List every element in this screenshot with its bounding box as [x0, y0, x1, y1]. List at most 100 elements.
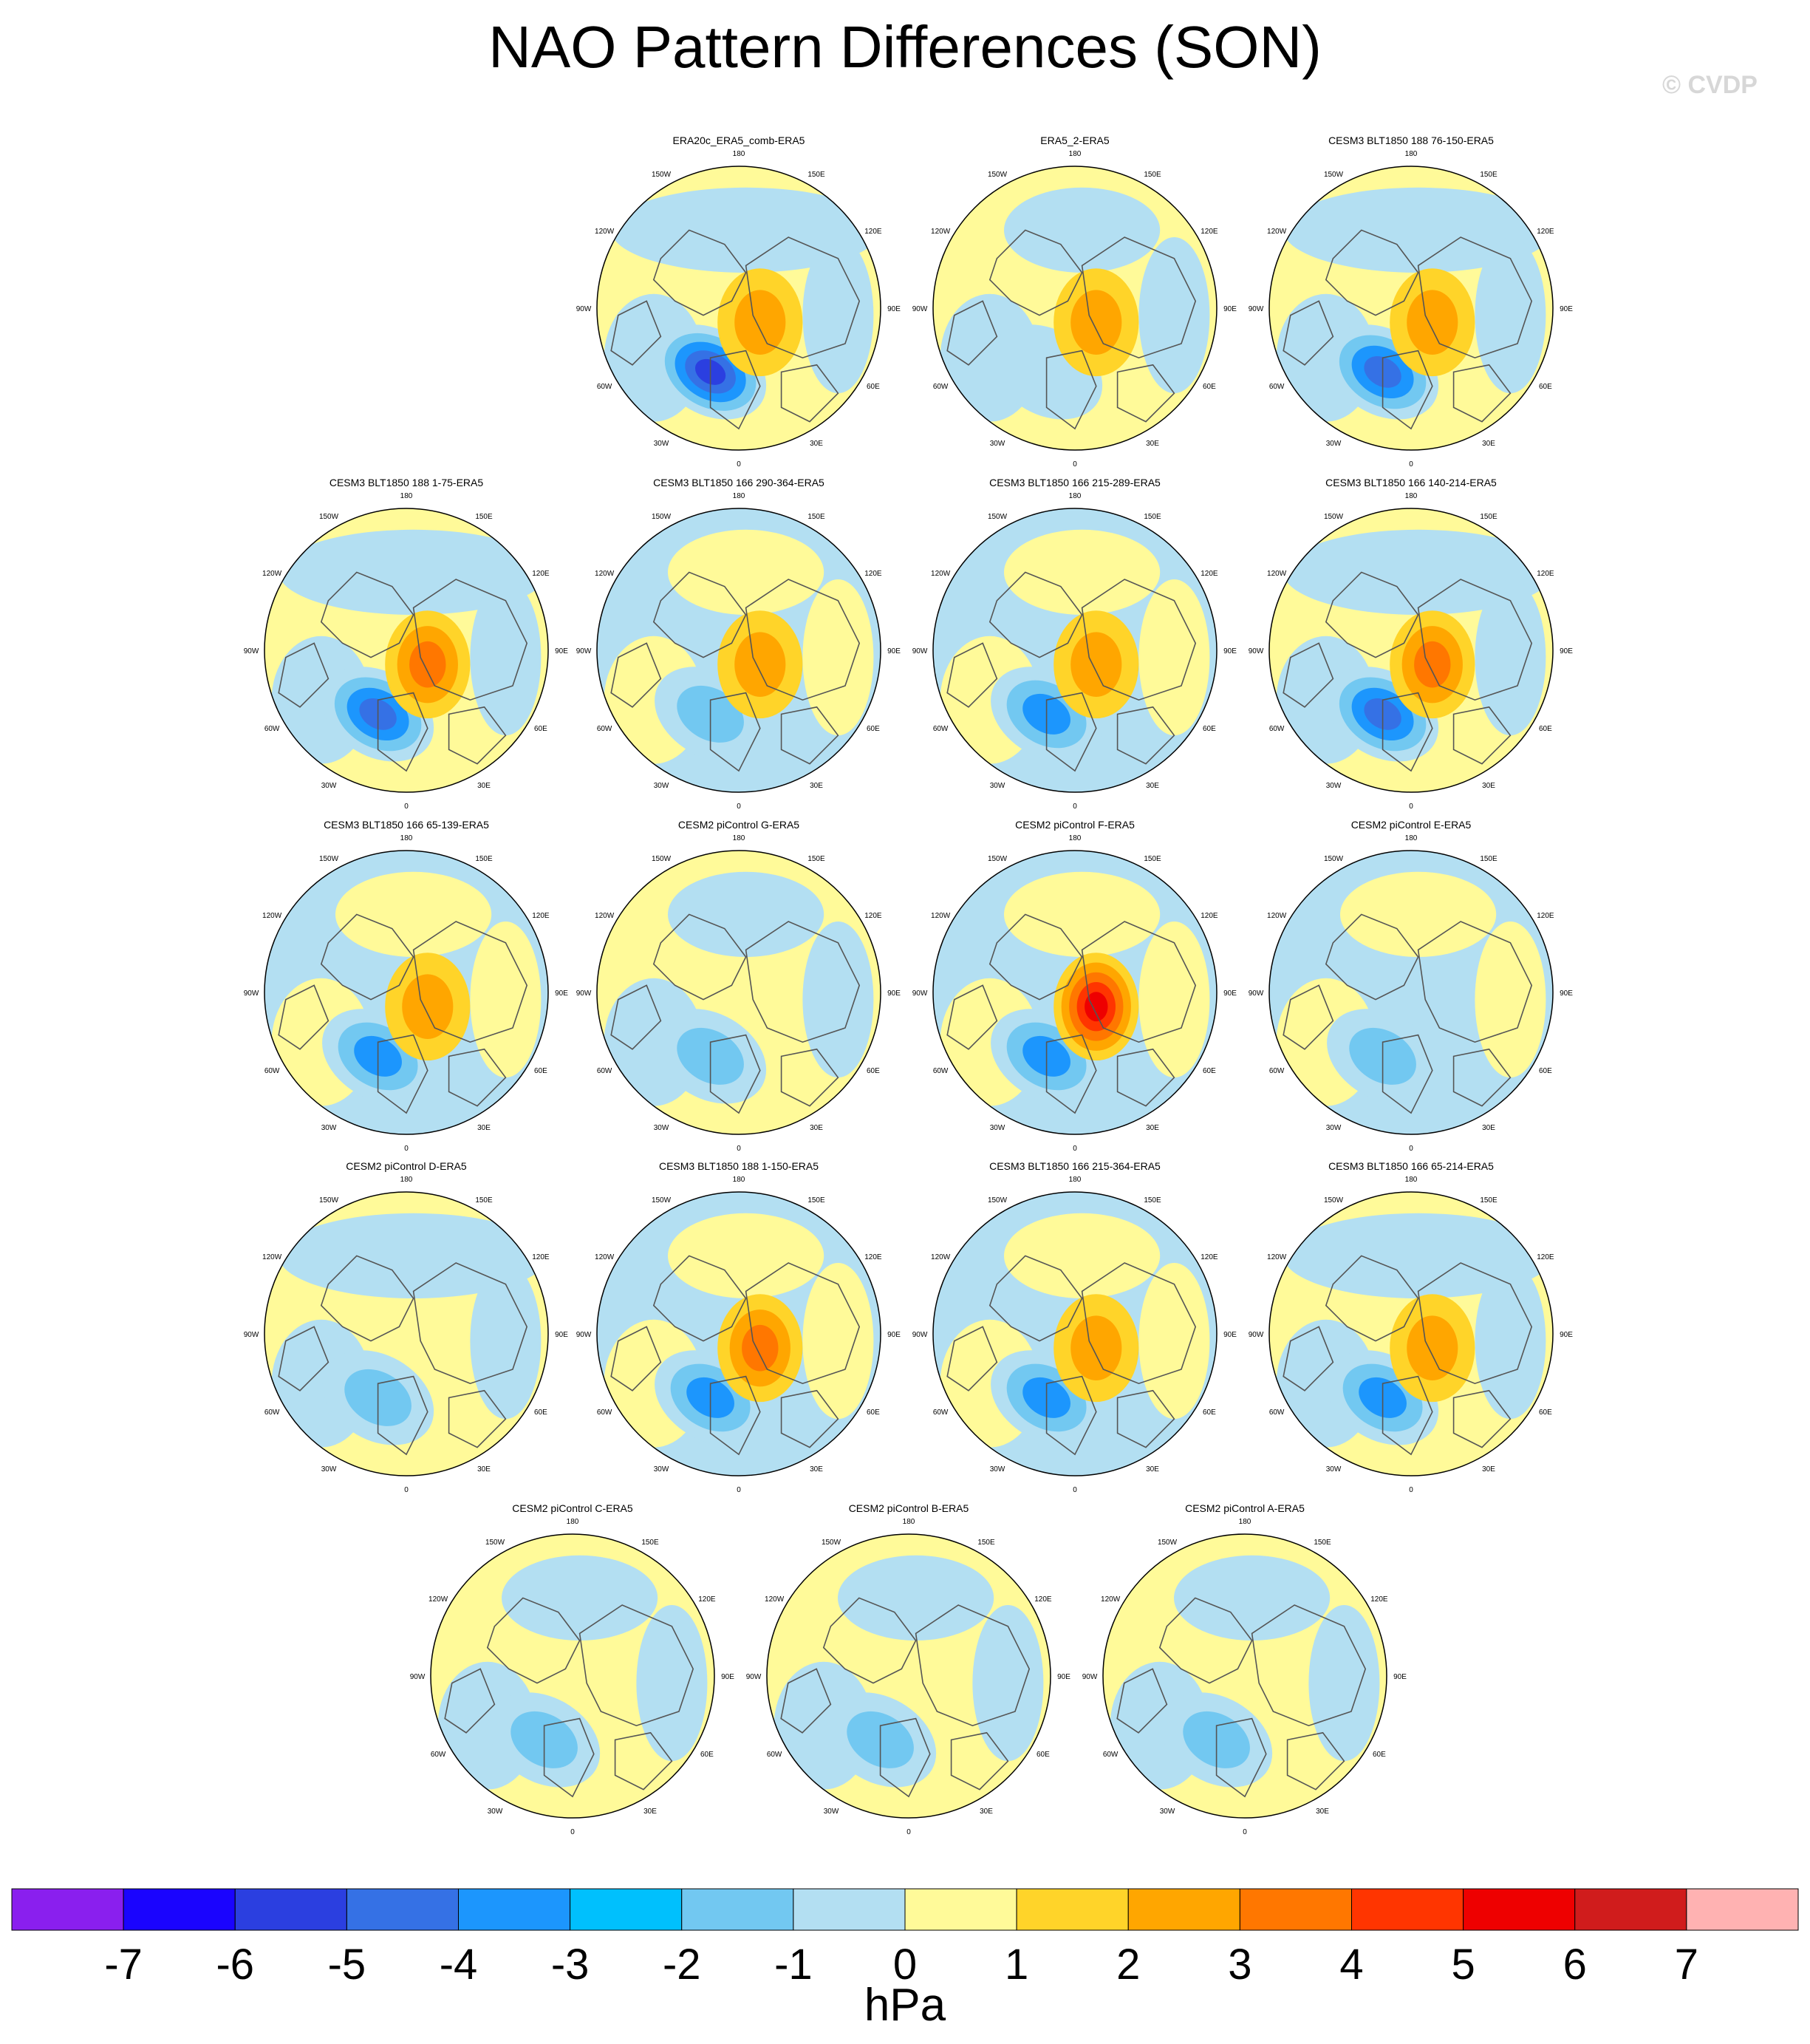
map-boundary	[264, 850, 549, 1135]
longitude-label: 90E	[1560, 989, 1573, 998]
longitude-label: 90W	[912, 989, 928, 998]
colorbar-tick-label: -7	[104, 1941, 143, 1989]
colorbar-swatch	[1016, 1888, 1129, 1931]
longitude-label: 30E	[1146, 1124, 1159, 1132]
colorbar-tick-label: -3	[551, 1941, 590, 1989]
panel-title: CESM3 BLT1850 166 290-364-ERA5	[653, 477, 824, 488]
coastline	[1283, 1326, 1334, 1391]
longitude-label: 90E	[1560, 305, 1573, 313]
longitude-label: 120W	[931, 1253, 951, 1261]
longitude-label: 60W	[264, 1067, 280, 1075]
panel-title: CESM2 piControl A-ERA5	[1185, 1502, 1305, 1514]
panel-title: CESM3 BLT1850 166 65-214-ERA5	[1328, 1160, 1494, 1172]
coastline	[1081, 579, 1197, 701]
coastline	[988, 229, 1083, 316]
longitude-label: 150W	[1324, 171, 1344, 179]
colorbar-tick-label: 6	[1563, 1941, 1587, 1989]
colorbar-tick-label: 1	[1005, 1941, 1028, 1989]
longitude-label: 30E	[810, 1465, 823, 1474]
coastline	[377, 1375, 428, 1456]
colorbar-swatch	[346, 1888, 459, 1931]
coastline	[780, 706, 839, 765]
anomaly-patch	[502, 1555, 658, 1641]
coastline	[1382, 1375, 1433, 1456]
coastline	[879, 1717, 931, 1798]
longitude-label: 120W	[765, 1595, 785, 1604]
longitude-label: 150W	[988, 1196, 1008, 1205]
longitude-label: 0	[737, 803, 741, 811]
longitude-label: 120E	[1370, 1595, 1388, 1604]
colorbar-swatch	[1686, 1888, 1799, 1931]
longitude-label: 90E	[887, 305, 901, 313]
longitude-label: 60E	[534, 725, 547, 733]
longitude-label: 150W	[652, 1196, 672, 1205]
anomaly-patch	[1138, 921, 1210, 1078]
anomaly-patch	[470, 579, 542, 736]
longitude-label: 150E	[1480, 171, 1497, 179]
longitude-label: 120E	[1201, 912, 1218, 920]
map-boundary	[932, 166, 1218, 451]
coastline	[610, 300, 662, 366]
longitude-label: 150E	[807, 171, 825, 179]
map-boundary	[596, 850, 881, 1135]
longitude-label: 150E	[807, 855, 825, 863]
longitude-label: 180	[733, 834, 745, 842]
anomaly-patch	[668, 529, 824, 616]
coastline	[448, 1048, 507, 1107]
longitude-label: 120W	[262, 1253, 282, 1261]
longitude-label: 30W	[824, 1808, 839, 1816]
anomaly-patch	[1138, 1263, 1210, 1420]
map-panel: CESM3 BLT1850 188 1-150-ERA5 180 150E 120E 9…	[576, 1160, 901, 1494]
colorbar-tick-label: 0	[893, 1941, 917, 1989]
longitude-label: 180	[400, 492, 413, 500]
anomaly-patch	[1340, 871, 1497, 957]
longitude-label: 90W	[576, 1331, 592, 1339]
panel-title: ERA5_2-ERA5	[1040, 134, 1110, 146]
longitude-label: 0	[404, 803, 409, 811]
longitude-label: 60W	[264, 725, 280, 733]
longitude-label: 150W	[652, 171, 672, 179]
coastline	[652, 1255, 747, 1342]
map-panel: CESM3 BLT1850 166 290-364-ERA5 180 150E 120…	[576, 477, 901, 811]
anomaly-patch	[802, 921, 874, 1078]
coastline	[320, 913, 414, 1001]
longitude-label: 30W	[1326, 782, 1342, 790]
coastline	[652, 229, 747, 316]
longitude-label: 60W	[1269, 383, 1285, 391]
longitude-label: 90W	[1249, 647, 1264, 655]
coastline	[377, 1034, 428, 1114]
longitude-label: 60W	[1269, 1408, 1285, 1417]
anomaly-patch	[1174, 1555, 1331, 1641]
longitude-label: 180	[1405, 150, 1418, 158]
longitude-label: 60E	[867, 1067, 880, 1075]
longitude-label: 60E	[700, 1751, 714, 1759]
coastline	[444, 1668, 496, 1734]
longitude-label: 90E	[721, 1673, 734, 1681]
longitude-label: 90W	[244, 1331, 259, 1339]
longitude-label: 90E	[1393, 1673, 1407, 1681]
longitude-label: 30W	[654, 1465, 669, 1474]
longitude-label: 30W	[1326, 1465, 1342, 1474]
longitude-label: 150W	[988, 171, 1008, 179]
longitude-label: 90W	[576, 647, 592, 655]
anomaly-patch	[668, 871, 824, 957]
anomaly-patch	[1475, 1263, 1546, 1420]
colorbar-tick-label: -1	[774, 1941, 813, 1989]
longitude-label: 120E	[864, 570, 882, 578]
longitude-label: 90W	[1249, 989, 1264, 998]
colorbar-swatch	[11, 1888, 124, 1931]
coastline	[1417, 579, 1533, 701]
positive-anomaly-contour	[742, 1324, 779, 1372]
longitude-label: 30E	[477, 782, 491, 790]
panel-title: CESM3 BLT1850 166 215-364-ERA5	[989, 1160, 1161, 1172]
longitude-label: 60E	[1539, 1408, 1552, 1417]
coastline	[822, 1597, 917, 1684]
longitude-label: 90W	[576, 989, 592, 998]
longitude-label: 60W	[933, 383, 949, 391]
coastline	[1251, 1604, 1367, 1727]
longitude-label: 150E	[1144, 513, 1161, 521]
longitude-label: 30E	[1482, 1465, 1495, 1474]
positive-anomaly-contour	[1407, 1315, 1458, 1380]
longitude-label: 30W	[990, 782, 1005, 790]
colorbar-swatch	[1239, 1888, 1352, 1931]
